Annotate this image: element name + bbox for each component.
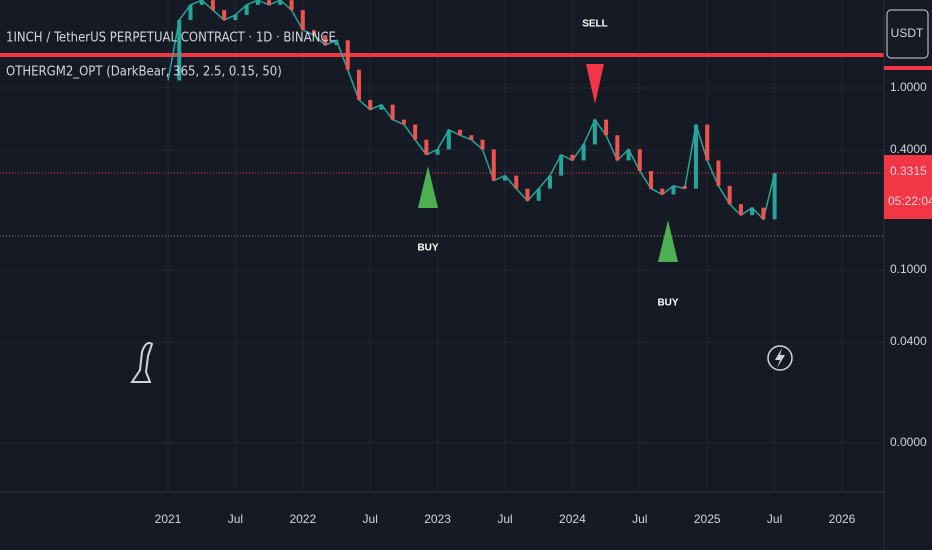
buy-label: BUY — [657, 298, 678, 309]
candle — [604, 119, 609, 136]
candle — [716, 160, 721, 186]
time-axis-label: 2024 — [559, 512, 586, 526]
time-axis-label: Jul — [497, 512, 512, 526]
candle — [188, 4, 193, 21]
candle — [413, 124, 418, 140]
candle — [401, 119, 406, 125]
candle — [671, 185, 676, 195]
grid — [0, 0, 884, 492]
time-axis-label: Jul — [228, 512, 243, 526]
candle — [233, 14, 238, 21]
price-axis-label: 1.0000 — [890, 80, 927, 94]
candle — [525, 188, 530, 201]
time-axis-label: 2022 — [289, 512, 316, 526]
candle — [705, 124, 710, 161]
time-axis-label: 2023 — [424, 512, 451, 526]
candle — [615, 135, 620, 161]
candle — [255, 0, 260, 5]
candle — [649, 170, 654, 189]
price-axis-label: 0.1000 — [890, 262, 927, 276]
candle — [435, 149, 440, 155]
candle — [368, 99, 373, 110]
candle — [177, 20, 182, 81]
candle — [345, 40, 350, 70]
candle — [244, 4, 249, 15]
current-price-tag — [884, 155, 932, 219]
candle — [267, 0, 272, 5]
currency-button[interactable] — [886, 9, 929, 59]
candle — [772, 173, 777, 220]
countdown: 05:22:04 — [888, 194, 932, 208]
candle — [547, 175, 552, 189]
sell-marker — [586, 64, 604, 104]
candle — [458, 129, 463, 136]
candle — [289, 0, 294, 11]
time-axis-label: Jul — [632, 512, 647, 526]
symbol-title: 1INCH / TetherUS PERPETUAL CONTRACT · 1D… — [6, 31, 336, 46]
candle — [761, 207, 766, 220]
candle — [199, 0, 204, 5]
candle — [379, 104, 384, 110]
candle — [660, 188, 665, 195]
buy-marker — [418, 166, 438, 208]
lightning-icon[interactable] — [767, 345, 793, 371]
time-axis-label: Jul — [363, 512, 378, 526]
candle — [693, 124, 698, 189]
candle — [356, 69, 361, 100]
price-axis-label: 0.0400 — [890, 334, 927, 348]
time-axis-label: Jul — [767, 512, 782, 526]
candle — [278, 0, 283, 5]
sell-level-tag — [884, 66, 932, 70]
logo-icon — [130, 342, 154, 383]
time-axis-label: 2021 — [155, 512, 182, 526]
price-axis-label: 0.0000 — [890, 435, 927, 449]
candle — [626, 149, 631, 161]
plot-area — [0, 0, 884, 237]
candle — [312, 30, 317, 36]
candle — [514, 175, 519, 189]
candle — [727, 185, 732, 205]
candle — [334, 40, 339, 46]
candle — [300, 10, 305, 31]
candle — [446, 129, 451, 150]
candle — [390, 104, 395, 120]
candle — [480, 139, 485, 150]
candle — [536, 188, 541, 201]
buy-marker — [658, 220, 678, 262]
candle — [469, 135, 474, 140]
candle — [637, 149, 642, 171]
indicator-title: OTHERGM2_OPT (DarkBear, 365, 2.5, 0.15, … — [6, 65, 282, 80]
candle — [738, 204, 743, 216]
candle — [750, 207, 755, 216]
current-price: 0.3315 — [890, 164, 927, 178]
candle — [222, 10, 227, 21]
candle — [210, 0, 215, 11]
candle — [491, 149, 496, 181]
candle — [682, 185, 687, 189]
candle — [424, 139, 429, 155]
buy-label: BUY — [417, 243, 438, 254]
price-axis-label: 0.4000 — [890, 142, 927, 156]
sell-label: SELL — [582, 19, 608, 30]
candle — [570, 154, 575, 161]
time-axis-label: 2026 — [829, 512, 856, 526]
candle — [323, 35, 328, 46]
candle — [581, 144, 586, 161]
candle — [592, 119, 597, 145]
candle — [503, 175, 507, 181]
currency-label[interactable]: USDT — [891, 26, 924, 40]
time-axis-label: 2025 — [694, 512, 721, 526]
candle — [559, 154, 564, 176]
